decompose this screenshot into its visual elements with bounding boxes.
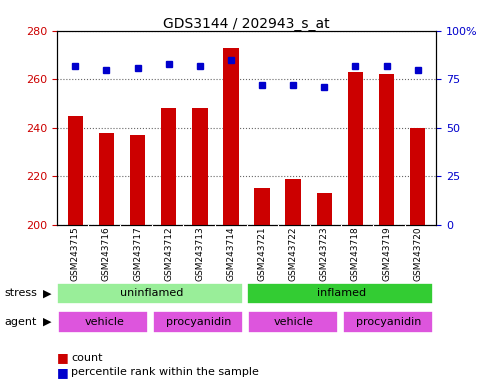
Text: vehicle: vehicle [274,317,314,327]
Bar [410,128,425,225]
Text: vehicle: vehicle [84,317,124,327]
Text: inflamed: inflamed [317,288,366,298]
Text: ■: ■ [57,351,69,364]
Text: ▶: ▶ [43,288,52,298]
Bar [58,311,148,333]
Bar [379,74,394,225]
Bar [99,132,114,225]
Bar [57,283,244,304]
Text: count: count [71,353,103,363]
Bar [285,179,301,225]
Bar [317,193,332,225]
Text: procyanidin: procyanidin [166,317,232,327]
Bar [130,135,145,225]
Text: ▶: ▶ [43,317,52,327]
Text: GDS3144 / 202943_s_at: GDS3144 / 202943_s_at [163,17,330,31]
Bar [343,311,433,333]
Bar [192,108,208,225]
Text: uninflamed: uninflamed [120,288,183,298]
Bar [68,116,83,225]
Bar [248,311,338,333]
Text: stress: stress [4,288,37,298]
Bar [254,188,270,225]
Bar [348,72,363,225]
Text: agent: agent [4,317,36,327]
Bar [161,108,176,225]
Text: procyanidin: procyanidin [356,317,422,327]
Bar [153,311,244,333]
Bar [223,48,239,225]
Text: ■: ■ [57,366,69,379]
Bar [246,283,433,304]
Text: percentile rank within the sample: percentile rank within the sample [71,367,259,377]
